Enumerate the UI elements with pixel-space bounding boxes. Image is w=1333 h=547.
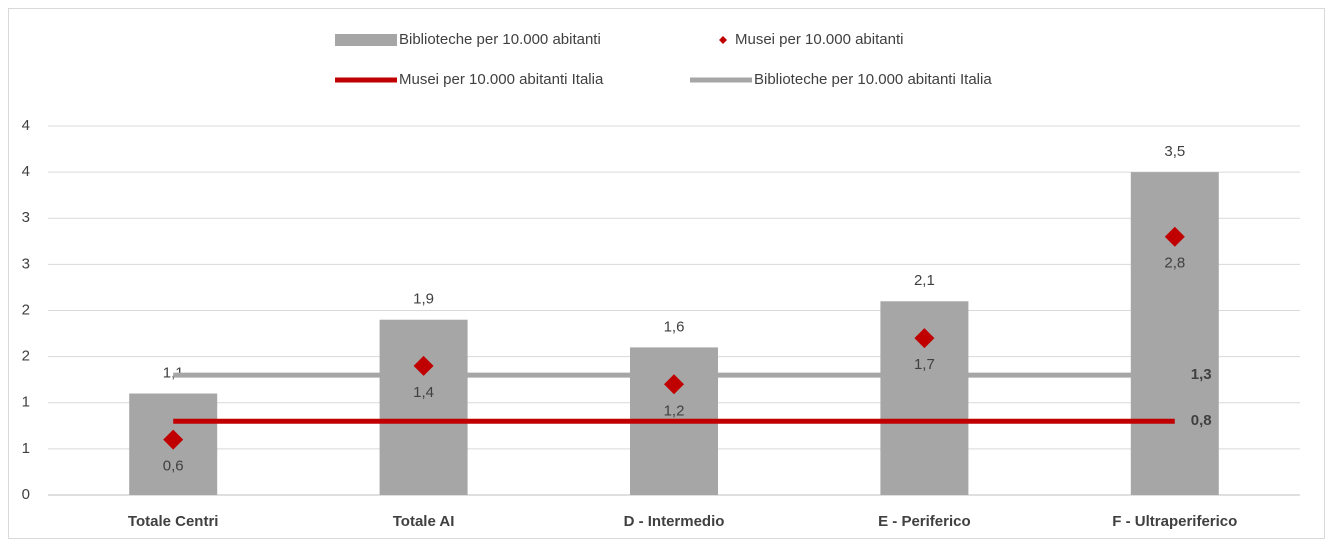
marker xyxy=(1164,226,1185,247)
data-label: 0,6 xyxy=(163,458,184,475)
data-label: 1,3 xyxy=(1191,366,1212,383)
data-label: 2,1 xyxy=(914,272,935,289)
x-tick-label: D - Intermedio xyxy=(624,513,725,530)
marker xyxy=(163,429,184,450)
bar xyxy=(1130,172,1219,495)
y-tick-label: 1 xyxy=(22,394,30,411)
x-tick-label: F - Ultraperiferico xyxy=(1112,513,1237,530)
marker xyxy=(914,328,935,349)
x-tick-label: E - Periferico xyxy=(878,513,971,530)
data-label: 1,2 xyxy=(664,402,685,419)
data-label: 1,6 xyxy=(664,318,685,335)
legend-swatch xyxy=(719,36,727,44)
data-label: 1,7 xyxy=(914,356,935,373)
marker xyxy=(664,374,684,395)
y-tick-label: 4 xyxy=(22,163,30,180)
legend-label: Musei per 10.000 abitanti Italia xyxy=(399,71,604,88)
legend-label: Biblioteche per 10.000 abitanti xyxy=(399,31,601,48)
legend-label: Biblioteche per 10.000 abitanti Italia xyxy=(754,71,992,88)
y-tick-label: 4 xyxy=(22,117,30,134)
legend-swatch xyxy=(335,34,397,46)
data-label: 2,8 xyxy=(1164,255,1185,272)
data-label: 1,9 xyxy=(413,291,434,308)
data-label: 3,5 xyxy=(1164,143,1185,160)
data-label: 1,4 xyxy=(413,384,434,401)
data-label: 0,8 xyxy=(1191,412,1212,429)
y-tick-label: 2 xyxy=(22,348,30,365)
x-tick-label: Totale AI xyxy=(393,513,455,530)
marker xyxy=(413,355,434,376)
legend-label: Musei per 10.000 abitanti xyxy=(735,31,903,48)
y-tick-label: 2 xyxy=(22,301,30,318)
y-tick-label: 0 xyxy=(22,486,30,503)
y-tick-label: 1 xyxy=(22,440,30,457)
y-tick-label: 3 xyxy=(22,255,30,272)
x-tick-label: Totale Centri xyxy=(128,513,219,530)
bar xyxy=(379,319,468,495)
y-tick-label: 3 xyxy=(22,209,30,226)
